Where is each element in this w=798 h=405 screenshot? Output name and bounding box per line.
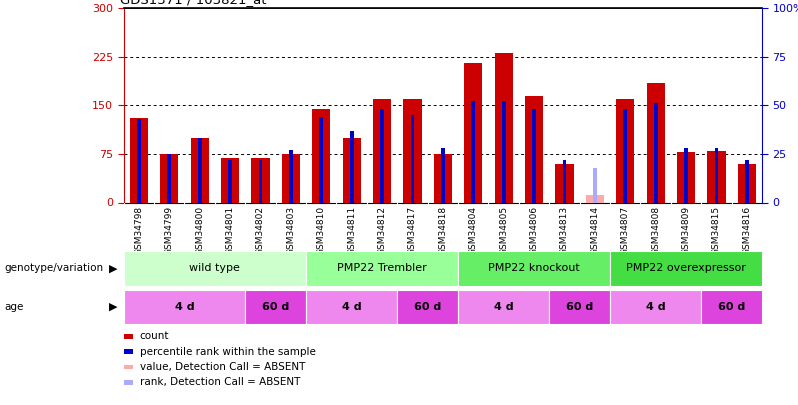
Text: 4 d: 4 d: [494, 302, 513, 312]
Bar: [677, 152, 695, 202]
Text: PMP22 overexpressor: PMP22 overexpressor: [626, 263, 746, 273]
Text: GSM34799: GSM34799: [165, 206, 174, 255]
Text: 4 d: 4 d: [175, 302, 194, 312]
Bar: [555, 164, 574, 202]
Text: wild type: wild type: [189, 263, 240, 273]
Bar: [684, 148, 688, 202]
Bar: [502, 101, 505, 202]
Text: 60 d: 60 d: [718, 302, 745, 312]
Text: GSM34815: GSM34815: [712, 206, 721, 255]
Bar: [458, 290, 549, 324]
Text: GSM34802: GSM34802: [256, 206, 265, 255]
Bar: [464, 63, 483, 202]
Bar: [563, 160, 567, 202]
Text: 60 d: 60 d: [414, 302, 441, 312]
Bar: [228, 160, 232, 202]
Bar: [610, 290, 701, 324]
Text: age: age: [4, 302, 23, 312]
Bar: [251, 158, 270, 202]
Bar: [654, 103, 658, 202]
Text: GSM34812: GSM34812: [377, 206, 386, 255]
Text: GSM34803: GSM34803: [286, 206, 295, 255]
Bar: [130, 118, 148, 202]
Text: GSM34806: GSM34806: [530, 206, 539, 255]
Bar: [160, 154, 179, 202]
Text: PMP22 Trembler: PMP22 Trembler: [338, 263, 427, 273]
Text: 60 d: 60 d: [262, 302, 290, 312]
Bar: [701, 290, 762, 324]
Bar: [434, 154, 452, 202]
Bar: [525, 96, 543, 202]
Bar: [549, 290, 610, 324]
Bar: [198, 139, 202, 202]
Bar: [646, 83, 665, 202]
Text: percentile rank within the sample: percentile rank within the sample: [140, 347, 315, 356]
Bar: [441, 148, 444, 202]
Text: ▶: ▶: [109, 263, 117, 273]
Text: GSM34800: GSM34800: [196, 206, 204, 255]
Bar: [532, 109, 536, 202]
Bar: [623, 109, 627, 202]
Text: 4 d: 4 d: [342, 302, 361, 312]
Bar: [411, 115, 414, 202]
Bar: [616, 99, 634, 202]
Bar: [319, 117, 323, 202]
Bar: [610, 251, 762, 286]
Text: ▶: ▶: [109, 302, 117, 312]
Text: genotype/variation: genotype/variation: [4, 263, 103, 273]
Bar: [245, 290, 306, 324]
Text: GSM34810: GSM34810: [317, 206, 326, 255]
Bar: [381, 109, 384, 202]
Bar: [715, 148, 718, 202]
Bar: [707, 151, 725, 202]
Bar: [289, 150, 293, 202]
Bar: [397, 290, 458, 324]
Bar: [586, 195, 604, 202]
Bar: [124, 290, 245, 324]
Text: GSM34818: GSM34818: [438, 206, 448, 255]
Bar: [472, 101, 475, 202]
Text: GSM34816: GSM34816: [742, 206, 752, 255]
Bar: [282, 154, 300, 202]
Text: GSM34814: GSM34814: [591, 206, 599, 255]
Bar: [306, 251, 458, 286]
Bar: [495, 53, 513, 202]
Bar: [350, 130, 354, 202]
Text: GDS1371 / 103821_at: GDS1371 / 103821_at: [120, 0, 267, 6]
Text: count: count: [140, 331, 169, 341]
Bar: [124, 251, 306, 286]
Text: PMP22 knockout: PMP22 knockout: [488, 263, 580, 273]
Bar: [745, 160, 749, 202]
Bar: [312, 109, 330, 202]
Bar: [221, 158, 239, 202]
Bar: [137, 119, 140, 202]
Text: 4 d: 4 d: [646, 302, 666, 312]
Bar: [738, 164, 756, 202]
Bar: [458, 251, 610, 286]
Text: GSM34807: GSM34807: [621, 206, 630, 255]
Text: GSM34813: GSM34813: [560, 206, 569, 255]
Text: GSM34808: GSM34808: [651, 206, 660, 255]
Bar: [259, 160, 263, 202]
Text: GSM34809: GSM34809: [681, 206, 690, 255]
Bar: [593, 168, 597, 202]
Text: rank, Detection Call = ABSENT: rank, Detection Call = ABSENT: [140, 377, 300, 387]
Bar: [168, 154, 171, 202]
Bar: [306, 290, 397, 324]
Text: GSM34805: GSM34805: [500, 206, 508, 255]
Bar: [373, 99, 391, 202]
Text: value, Detection Call = ABSENT: value, Detection Call = ABSENT: [140, 362, 305, 372]
Text: GSM34817: GSM34817: [408, 206, 417, 255]
Bar: [403, 99, 421, 202]
Bar: [191, 138, 209, 202]
Text: GSM34801: GSM34801: [226, 206, 235, 255]
Bar: [342, 138, 361, 202]
Text: GSM34798: GSM34798: [134, 206, 144, 255]
Text: 60 d: 60 d: [566, 302, 594, 312]
Text: GSM34804: GSM34804: [468, 206, 478, 255]
Text: GSM34811: GSM34811: [347, 206, 356, 255]
